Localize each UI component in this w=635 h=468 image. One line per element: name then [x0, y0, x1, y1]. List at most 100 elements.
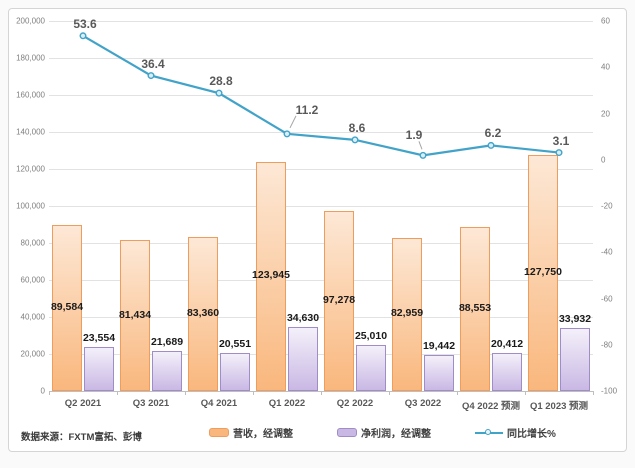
bar-profit — [152, 350, 182, 391]
bar-profit — [560, 328, 590, 391]
legend: 营收，经调整 净利润，经调整 同比增长% — [159, 425, 606, 440]
bar-profit — [424, 355, 454, 391]
category-label: Q4 2021 — [200, 398, 238, 409]
x-axis-tick — [525, 391, 526, 395]
x-axis-tick — [253, 391, 254, 395]
revenue-swatch-icon — [209, 428, 230, 437]
left-axis-tick-label: 40,000 — [20, 312, 45, 322]
gridline — [49, 169, 593, 170]
legend-label: 净利润，经调整 — [361, 429, 432, 440]
left-axis-tick-label: 100,000 — [16, 201, 45, 211]
bar-label-revenue: 97,278 — [322, 294, 356, 307]
x-axis-tick — [457, 391, 458, 395]
gridline — [49, 354, 593, 355]
left-axis-tick-label: 0 — [40, 386, 45, 396]
bar-revenue — [188, 236, 218, 391]
left-axis-tick-label: 160,000 — [16, 90, 45, 100]
category-label: Q3 2022 — [404, 398, 442, 409]
bar-label-profit: 23,554 — [82, 332, 116, 345]
right-axis-tick-label: -20 — [601, 201, 613, 211]
line-label-yoy: 53.6 — [73, 16, 97, 31]
bar-label-revenue: 81,434 — [118, 308, 152, 321]
bar-revenue — [52, 225, 82, 391]
category-label: Q1 2022 — [268, 398, 306, 409]
line-label-yoy: 3.1 — [552, 133, 570, 148]
gridline — [49, 95, 593, 96]
x-axis-tick — [593, 391, 594, 395]
bar-label-profit: 25,010 — [354, 329, 388, 342]
line-label-yoy: 1.9 — [405, 128, 423, 143]
bar-revenue — [392, 237, 422, 391]
right-axis-tick-label: 40 — [601, 62, 610, 72]
chart-frame: 数据来源：FXTM富拓、彭博 营收，经调整 净利润，经调整 同比增长% 200,00… — [8, 8, 627, 452]
label-leader-line — [418, 141, 423, 150]
bar-revenue — [528, 154, 558, 391]
gridline — [49, 206, 593, 207]
line-label-yoy: 28.8 — [209, 74, 233, 89]
right-axis-tick-label: 20 — [601, 109, 610, 118]
bar-profit — [84, 347, 114, 391]
x-axis-tick — [49, 391, 50, 395]
left-axis-tick-label: 140,000 — [16, 127, 45, 137]
category-label: Q2 2022 — [336, 398, 374, 409]
bar-label-revenue: 82,959 — [390, 307, 424, 320]
left-axis-tick-label: 200,000 — [16, 16, 45, 26]
legend-label: 同比增长% — [507, 429, 556, 440]
bar-label-profit: 19,442 — [422, 340, 456, 353]
x-axis-tick — [321, 391, 322, 395]
legend-item-yoy: 同比增长% — [475, 425, 556, 440]
bar-label-profit: 33,932 — [558, 313, 592, 326]
left-axis-tick-label: 80,000 — [20, 238, 45, 248]
right-axis-tick-label: -40 — [601, 247, 613, 257]
yoy-marker — [79, 32, 87, 40]
bar-label-revenue: 89,584 — [50, 301, 84, 314]
bar-revenue — [120, 240, 150, 391]
gridline — [49, 21, 593, 22]
category-label: Q4 2022 预测 — [461, 401, 521, 412]
chart-footer: 数据来源：FXTM富拓、彭博 营收，经调整 净利润，经调整 同比增长% — [9, 422, 626, 446]
bar-profit — [492, 353, 522, 391]
profit-swatch-icon — [337, 428, 358, 437]
x-axis-tick — [185, 391, 186, 395]
bar-profit — [288, 326, 318, 391]
x-axis-tick — [117, 391, 118, 395]
yoy-marker — [351, 136, 359, 144]
source-note: 数据来源：FXTM富拓、彭博 — [21, 432, 142, 443]
left-axis-tick-label: 180,000 — [16, 53, 45, 63]
bar-label-revenue: 127,750 — [524, 265, 562, 278]
bar-revenue — [460, 227, 490, 391]
bar-label-revenue: 123,945 — [252, 269, 290, 282]
gridline — [49, 280, 593, 281]
line-label-yoy: 8.6 — [348, 120, 366, 135]
line-label-yoy: 11.2 — [295, 102, 319, 117]
bar-label-profit: 34,630 — [286, 311, 320, 324]
left-axis-tick-label: 120,000 — [16, 164, 45, 174]
yoy-marker — [487, 141, 495, 149]
gridline — [49, 243, 593, 244]
line-label-yoy: 6.2 — [484, 126, 502, 141]
category-label: Q1 2023 预测 — [529, 401, 589, 412]
bar-label-profit: 20,412 — [490, 338, 524, 351]
line-swatch-marker — [485, 429, 492, 435]
legend-label: 营收，经调整 — [233, 429, 294, 440]
right-axis-tick-label: -80 — [601, 340, 613, 350]
bar-profit — [356, 344, 386, 391]
yoy-marker — [147, 72, 155, 80]
right-axis-tick-label: 0 — [601, 155, 606, 165]
gridline — [49, 317, 593, 318]
line-swatch-icon — [475, 428, 504, 437]
right-axis-tick-label: -60 — [601, 294, 613, 303]
category-label: Q3 2021 — [132, 398, 170, 409]
right-axis-tick-label: 60 — [601, 16, 610, 26]
bar-revenue — [324, 211, 354, 391]
line-label-yoy: 36.4 — [141, 56, 165, 71]
bar-label-profit: 21,689 — [150, 335, 184, 348]
bar-profit — [220, 352, 250, 391]
right-axis-tick-label: -100 — [601, 386, 618, 396]
bar-label-profit: 20,551 — [218, 337, 252, 350]
yoy-marker — [419, 151, 427, 159]
left-axis-tick-label: 60,000 — [20, 275, 45, 285]
bar-revenue — [256, 161, 286, 391]
legend-item-profit: 净利润，经调整 — [337, 425, 431, 440]
x-axis-tick — [389, 391, 390, 395]
